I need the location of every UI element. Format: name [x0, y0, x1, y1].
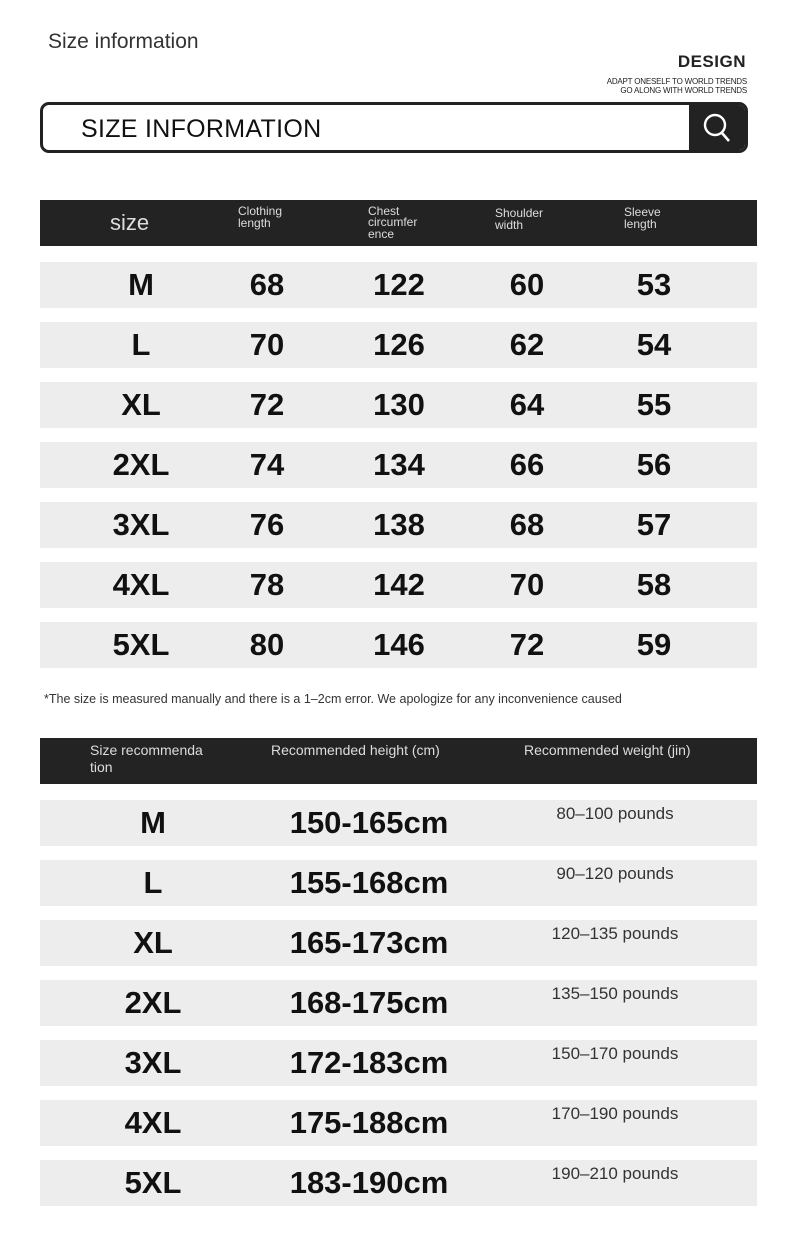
search-button — [689, 105, 745, 150]
table-cell: 142 — [373, 567, 425, 602]
table-cell: 146 — [373, 627, 425, 662]
table-cell: 2XL — [112, 447, 170, 482]
table-row: 3XL 76 138 68 57 — [40, 502, 757, 548]
table-cell: 168-175cm — [289, 985, 449, 1020]
table-cell: 2XL — [124, 985, 182, 1020]
table-cell: 3XL — [124, 1045, 182, 1080]
table-cell: 72 — [249, 387, 285, 422]
table-cell: 62 — [509, 327, 545, 362]
table-cell: M — [128, 267, 154, 302]
table-cell: L — [143, 865, 163, 900]
table-row: 4XL 175-188cm 170–190 pounds — [40, 1100, 757, 1146]
table-cell: 72 — [509, 627, 545, 662]
col-height: Recommended height (cm) — [271, 742, 440, 758]
rec-table-header: Size recommenda tion Recommended height … — [40, 738, 757, 784]
table-cell: 122 — [373, 267, 425, 302]
table-cell: 172-183cm — [289, 1045, 449, 1080]
table-cell: 3XL — [112, 507, 170, 542]
table-cell: 130 — [373, 387, 425, 422]
table-cell: 135–150 pounds — [551, 984, 679, 1003]
measurement-note: *The size is measured manually and there… — [44, 692, 622, 706]
table-cell: 150-165cm — [289, 805, 449, 840]
table-cell: 138 — [373, 507, 425, 542]
table-row: 5XL 80 146 72 59 — [40, 622, 757, 668]
table-cell: 90–120 pounds — [556, 864, 674, 883]
table-row: 2XL 74 134 66 56 — [40, 442, 757, 488]
table-cell: 66 — [509, 447, 545, 482]
table-cell: 59 — [636, 627, 672, 662]
page-title: Size information — [48, 30, 199, 53]
table-cell: 80–100 pounds — [556, 804, 674, 823]
col-clothing-length: Clothing length — [238, 204, 283, 230]
table-cell: 76 — [249, 507, 285, 542]
table-row: 2XL 168-175cm 135–150 pounds — [40, 980, 757, 1026]
search-bar: SIZE INFORMATION — [40, 102, 748, 153]
table-cell: 126 — [373, 327, 425, 362]
table-cell: 170–190 pounds — [551, 1104, 679, 1123]
table-cell: 120–135 pounds — [551, 924, 679, 943]
table-cell: 4XL — [124, 1105, 182, 1140]
table-row: 5XL 183-190cm 190–210 pounds — [40, 1160, 757, 1206]
table-cell: 54 — [636, 327, 672, 362]
table-cell: 190–210 pounds — [551, 1164, 679, 1183]
col-size: size — [110, 210, 150, 235]
table-cell: 78 — [249, 567, 285, 602]
tagline: GO ALONG WITH WORLD TRENDS — [620, 86, 747, 95]
size-table-header: size Clothing length Chest circumfer enc… — [40, 200, 757, 246]
table-cell: 64 — [509, 387, 545, 422]
table-cell: 155-168cm — [289, 865, 449, 900]
table-cell: 70 — [509, 567, 545, 602]
table-row: XL 165-173cm 120–135 pounds — [40, 920, 757, 966]
table-cell: 58 — [636, 567, 672, 602]
tagline: ADAPT ONESELF TO WORLD TRENDS — [606, 77, 748, 86]
table-row: L 70 126 62 54 — [40, 322, 757, 368]
table-cell: L — [131, 327, 151, 362]
table-cell: 80 — [249, 627, 285, 662]
table-cell: 5XL — [112, 627, 170, 662]
table-cell: 4XL — [112, 567, 170, 602]
table-cell: 183-190cm — [289, 1165, 449, 1200]
table-row: M 68 122 60 53 — [40, 262, 757, 308]
table-cell: XL — [121, 387, 161, 422]
table-row: 4XL 78 142 70 58 — [40, 562, 757, 608]
design-label: DESIGN — [677, 52, 746, 71]
table-row: 3XL 172-183cm 150–170 pounds — [40, 1040, 757, 1086]
table-cell: 57 — [636, 507, 672, 542]
table-cell: XL — [133, 925, 173, 960]
table-cell: 74 — [249, 447, 285, 482]
search-text: SIZE INFORMATION — [81, 115, 322, 143]
table-cell: 53 — [636, 267, 672, 302]
table-cell: 134 — [373, 447, 425, 482]
table-row: M 150-165cm 80–100 pounds — [40, 800, 757, 846]
col-size-rec: Size recommenda tion — [90, 742, 203, 775]
table-cell: 56 — [636, 447, 672, 482]
table-cell: 60 — [509, 267, 545, 302]
col-shoulder: Shoulder width — [495, 206, 544, 232]
table-cell: 175-188cm — [289, 1105, 449, 1140]
search-icon — [703, 113, 730, 142]
col-sleeve: Sleeve length — [624, 205, 661, 231]
table-row: XL 72 130 64 55 — [40, 382, 757, 428]
table-cell: 68 — [249, 267, 285, 302]
table-cell: 68 — [509, 507, 545, 542]
table-row: L 155-168cm 90–120 pounds — [40, 860, 757, 906]
table-cell: 150–170 pounds — [551, 1044, 679, 1063]
table-cell: 70 — [249, 327, 285, 362]
col-weight: Recommended weight (jin) — [524, 742, 691, 758]
col-chest: Chest circumfer ence — [368, 204, 418, 241]
table-cell: 55 — [636, 387, 672, 422]
table-cell: 5XL — [124, 1165, 182, 1200]
table-cell: 165-173cm — [289, 925, 449, 960]
table-cell: M — [140, 805, 166, 840]
